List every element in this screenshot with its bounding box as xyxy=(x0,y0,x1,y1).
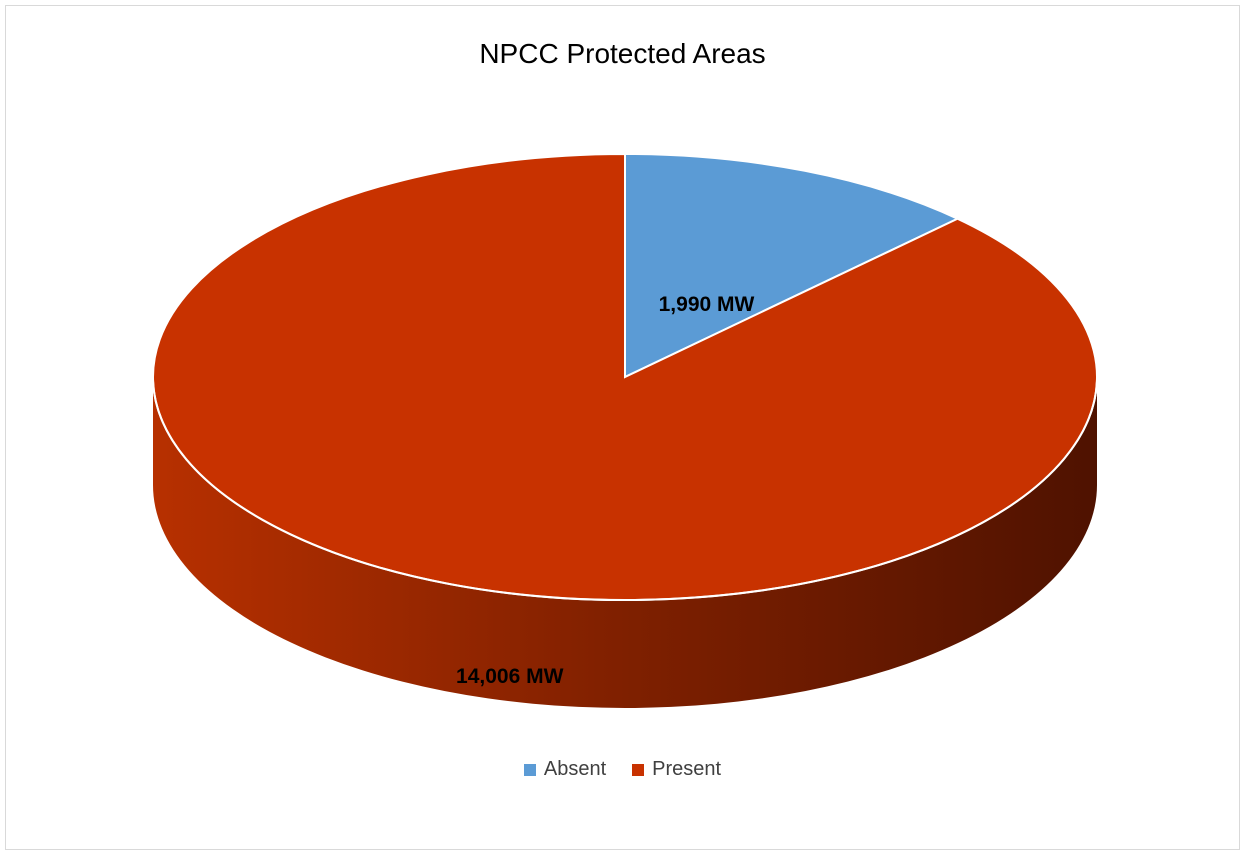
legend-swatch-present xyxy=(632,763,645,776)
legend-label-present: Present xyxy=(652,758,722,780)
data-label-present: 14,006 MW xyxy=(456,665,564,688)
pie-rim xyxy=(152,376,1098,601)
pie-slices xyxy=(152,152,1098,601)
pie-side-wall xyxy=(153,377,1097,708)
legend-item-present: Present xyxy=(632,758,721,781)
chart-title: NPCC Protected Areas xyxy=(479,38,766,69)
pie-data-labels: 1,990 MW 14,006 MW xyxy=(456,293,754,688)
legend-swatch-absent xyxy=(523,763,536,776)
pie-side-present xyxy=(153,377,1097,708)
legend-item-absent: Absent xyxy=(523,758,607,781)
legend: Absent Present xyxy=(0,758,1245,781)
legend-label-absent: Absent xyxy=(543,758,607,780)
pie-slice-absent xyxy=(624,152,960,379)
pie-slice-present xyxy=(152,152,1098,601)
data-label-absent: 1,990 MW xyxy=(659,293,755,316)
